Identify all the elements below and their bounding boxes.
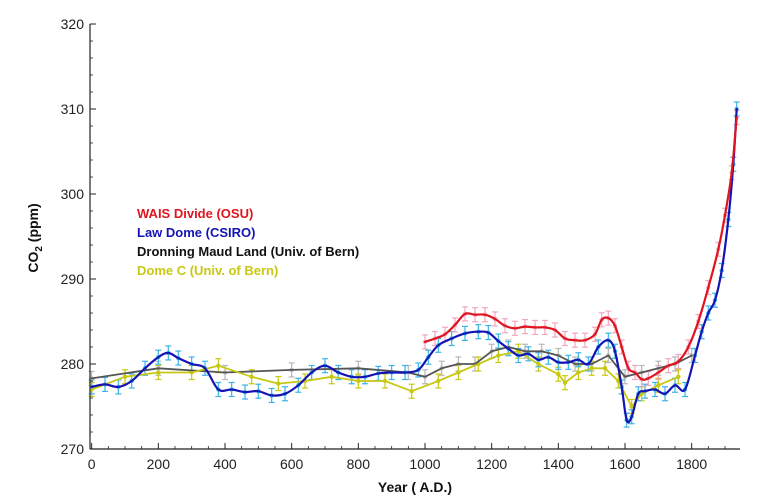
y-axis-title: CO2 (ppm): [25, 203, 45, 272]
y-tick-label: 280: [61, 356, 85, 372]
y-tick-label: 320: [61, 16, 85, 32]
legend: WAIS Divide (OSU) Law Dome (CSIRO) Dronnin…: [137, 206, 359, 278]
wais-divide-osu-line: [423, 116, 738, 381]
y-axis-title-subscript: 2: [34, 246, 45, 252]
y-tick-label: 290: [61, 271, 85, 287]
y-tick-label: 270: [61, 441, 85, 457]
x-tick-label: 200: [147, 456, 171, 472]
x-tick-label: 1200: [476, 456, 507, 472]
x-tick-label: 0: [88, 456, 96, 472]
y-tick-label: 300: [61, 186, 85, 202]
y-axis-title-main: CO: [25, 252, 41, 273]
legend-entry-dronning-maud-land-univ-of-bern: Dronning Maud Land (Univ. of Bern): [137, 244, 359, 259]
legend-entry-law-dome-csiro: Law Dome (CSIRO): [137, 225, 255, 240]
x-tick-label: 400: [213, 456, 237, 472]
x-tick-label: 1000: [409, 456, 440, 472]
x-tick-label: 1600: [609, 456, 640, 472]
axes-layer: 270 280 290 300 310 320 0 200 400 600 800 1000 1200 1…: [61, 16, 740, 472]
x-tick-label: 1800: [676, 456, 707, 472]
y-tick-label: 310: [61, 101, 85, 117]
x-tick-label: 800: [347, 456, 371, 472]
series-lines-layer: [90, 107, 738, 424]
x-axis-title: Year ( A.D.): [378, 479, 452, 495]
y-axis-title-unit: (ppm): [25, 203, 41, 246]
legend-entry-dome-c-univ-of-bern: Dome C (Univ. of Bern): [137, 263, 278, 278]
dome-c-univ-of-bern-line: [90, 350, 680, 408]
x-tick-label: 600: [280, 456, 304, 472]
dronning-maud-land-univ-of-bern-line: [90, 346, 693, 380]
x-tick-label: 1400: [543, 456, 574, 472]
law-dome-csiro-line: [90, 107, 738, 424]
legend-entry-wais-divide-osu: WAIS Divide (OSU): [137, 206, 253, 221]
